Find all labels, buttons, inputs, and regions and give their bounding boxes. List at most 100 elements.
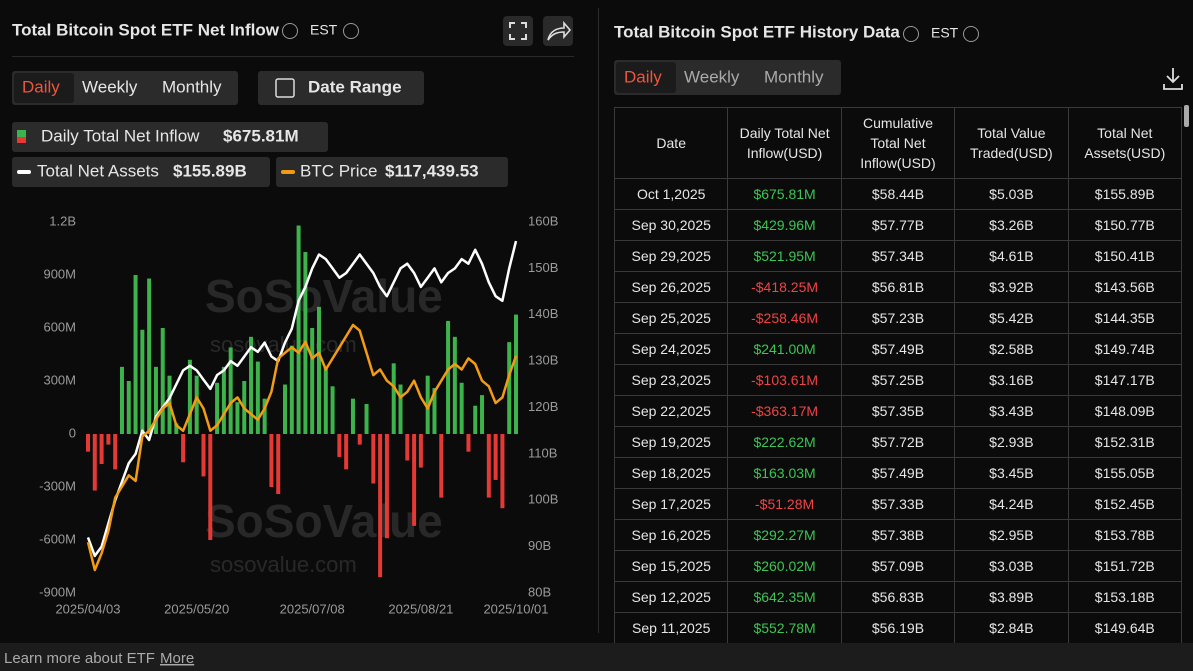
bar <box>235 402 240 434</box>
bar <box>174 423 179 434</box>
bar <box>371 434 376 484</box>
bar <box>330 386 335 434</box>
date-range-label: Date Range <box>308 77 402 96</box>
watermark: sosovalue.com <box>210 552 357 577</box>
bar <box>391 363 396 434</box>
legend-chip[interactable] <box>12 157 270 187</box>
table-cell: -$418.25M <box>727 271 842 303</box>
table-cell: $429.96M <box>727 209 842 241</box>
bar <box>201 434 206 477</box>
bar <box>269 434 274 487</box>
y-tick-label: 600M <box>43 319 76 334</box>
table-row: Sep 15,2025 $260.02M $57.09B $3.03B $151.72B <box>614 550 1182 582</box>
footer-text: Learn more about ETF <box>4 650 155 667</box>
table-cell: Sep 26,2025 <box>614 271 729 303</box>
table-cell: Sep 23,2025 <box>614 364 729 396</box>
y-tick-label: -300M <box>39 478 76 493</box>
table-row: Sep 25,2025 -$258.46M $57.23B $5.42B $144.35… <box>614 302 1182 334</box>
table-cell: $3.92B <box>954 271 1069 303</box>
bar <box>337 434 342 457</box>
table-cell: Sep 25,2025 <box>614 302 729 334</box>
table-cell: $3.16B <box>954 364 1069 396</box>
tab[interactable]: Monthly <box>162 77 222 96</box>
watermarks: SoSoValue sosovalue.com SoSoValue sosova… <box>205 270 443 577</box>
legend-icon <box>17 130 26 137</box>
info-icon[interactable] <box>282 23 298 39</box>
y-tick-label: 0 <box>69 425 76 440</box>
legend-value: $117,439.53 <box>385 161 479 180</box>
table-cell: $149.64B <box>1067 612 1182 643</box>
scrollbar[interactable] <box>1184 105 1189 127</box>
table-cell: $3.26B <box>954 209 1069 241</box>
column-header: Total Net Assets(USD) <box>1067 107 1182 179</box>
fullscreen-button[interactable] <box>503 16 533 46</box>
timezone[interactable]: EST <box>310 22 338 38</box>
legend-chip[interactable] <box>276 157 508 187</box>
table-cell: $151.72B <box>1067 550 1182 582</box>
table-cell: $3.03B <box>954 550 1069 582</box>
table-row: Sep 16,2025 $292.27M $57.38B $2.95B $153.78B <box>614 519 1182 551</box>
bar <box>153 366 158 434</box>
bar <box>276 434 281 495</box>
y2-tick-label: 90B <box>528 538 551 553</box>
bar <box>283 384 288 434</box>
download-icon[interactable] <box>1163 68 1183 90</box>
table-cell: $153.78B <box>1067 519 1182 551</box>
info-icon[interactable] <box>963 26 979 42</box>
footer-link[interactable]: More <box>160 650 194 667</box>
table-cell: Sep 11,2025 <box>614 612 729 643</box>
info-icon[interactable] <box>343 23 359 39</box>
table-cell: $2.58B <box>954 333 1069 365</box>
info-icon[interactable] <box>903 26 919 42</box>
tab[interactable]: Daily <box>624 67 662 86</box>
bar <box>323 366 328 434</box>
table-row: Sep 18,2025 $163.03M $57.49B $3.45B $155.05B <box>614 457 1182 489</box>
fullscreen-icon <box>509 22 527 40</box>
bar <box>119 366 124 434</box>
table-cell: $57.49B <box>840 457 956 489</box>
x-tick-label: 2025/04/03 <box>55 601 120 616</box>
bar <box>228 347 233 434</box>
bar <box>398 384 403 434</box>
table-cell: $5.42B <box>954 302 1069 334</box>
column-header: Date <box>614 107 729 179</box>
bar <box>99 434 104 465</box>
bar <box>418 434 423 468</box>
bar <box>357 434 362 445</box>
table-cell: $56.19B <box>840 612 956 643</box>
y2-tick-label: 140B <box>528 306 558 321</box>
line <box>86 323 518 572</box>
table-cell: $2.93B <box>954 426 1069 458</box>
table-cell: $3.43B <box>954 395 1069 427</box>
x-tick-label: 2025/07/08 <box>280 601 345 616</box>
tab[interactable]: Daily <box>22 77 60 96</box>
tab-selected <box>14 73 74 103</box>
tab[interactable]: Monthly <box>764 67 824 86</box>
tab-selected <box>616 62 676 93</box>
table-cell: $152.31B <box>1067 426 1182 458</box>
bar <box>289 345 294 434</box>
date-range-button[interactable] <box>258 71 424 105</box>
tab[interactable]: Weekly <box>82 77 138 96</box>
legend-value: $155.89B <box>173 161 247 180</box>
tab[interactable]: Weekly <box>684 67 740 86</box>
bar <box>140 329 145 434</box>
timezone[interactable]: EST <box>931 25 959 41</box>
bar <box>466 434 471 452</box>
table-cell: $155.89B <box>1067 178 1182 210</box>
x-tick-label: 2025/08/21 <box>388 601 453 616</box>
legend-icon <box>17 170 31 174</box>
table-cell: $56.83B <box>840 581 956 613</box>
share-button[interactable] <box>543 16 573 46</box>
table-cell: $2.95B <box>954 519 1069 551</box>
bar <box>378 434 383 578</box>
bar <box>507 342 512 434</box>
table: Date Daily Total Net Inflow(USD) Cumulativ… <box>614 107 1182 643</box>
legend-chip[interactable] <box>12 122 328 152</box>
table-row: Sep 19,2025 $222.62M $57.72B $2.93B $152.31B <box>614 426 1182 458</box>
divider <box>598 8 599 633</box>
bar <box>432 388 437 434</box>
bar <box>514 314 518 434</box>
legend-label: BTC Price <box>300 161 377 180</box>
table-cell: -$103.61M <box>727 364 842 396</box>
